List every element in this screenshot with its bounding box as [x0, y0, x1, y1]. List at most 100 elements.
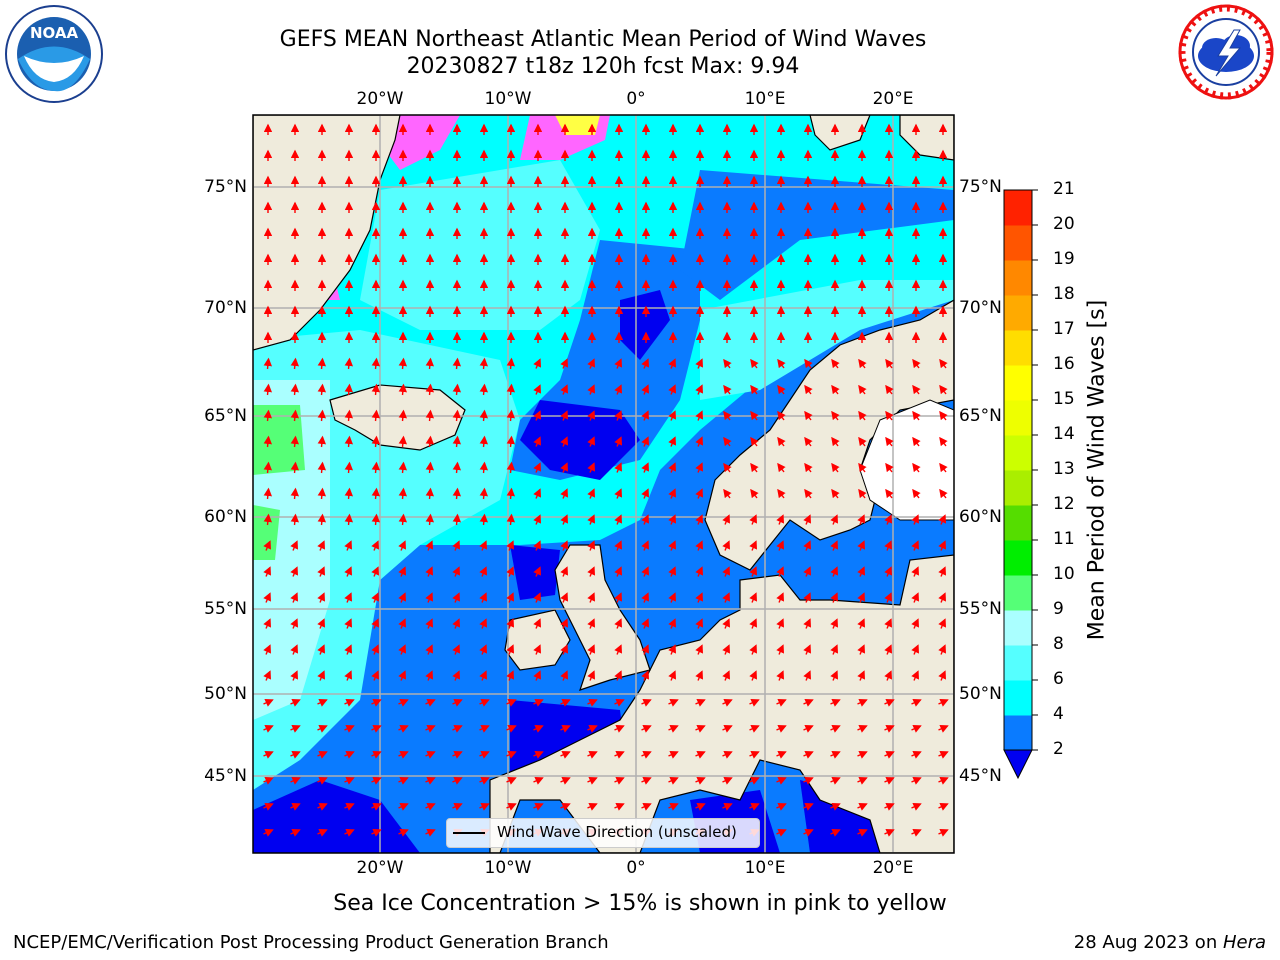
wave-arrow	[425, 540, 433, 551]
colorbar-segment	[1004, 680, 1032, 716]
wave-arrow	[317, 566, 325, 577]
colorbar-segment	[1004, 505, 1032, 541]
wave-arrow	[749, 725, 760, 733]
wave-arrow	[290, 777, 301, 785]
wave-arrow	[479, 699, 490, 707]
lon-label-top: 10°E	[744, 89, 786, 109]
wave-arrow	[858, 436, 867, 447]
colorbar-segment	[1004, 715, 1032, 751]
wave-arrow	[587, 358, 595, 369]
wave-arrow	[290, 540, 298, 551]
wave-arrow	[641, 644, 649, 655]
wave-arrow	[777, 410, 786, 421]
wave-arrow	[938, 566, 946, 577]
wave-arrow	[371, 829, 382, 837]
wave-arrow	[695, 436, 703, 447]
lon-label-bottom: 10°W	[484, 858, 532, 878]
wave-arrow	[668, 777, 679, 785]
wave-arrow	[398, 566, 406, 577]
wave-arrow	[695, 462, 703, 473]
wave-arrow	[452, 751, 463, 759]
wave-arrow	[533, 777, 544, 785]
wave-arrow	[344, 618, 352, 629]
wave-arrow	[317, 383, 326, 396]
wave-arrow	[290, 487, 299, 500]
wave-arrow	[506, 487, 515, 500]
wave-arrow	[506, 644, 514, 655]
wave-arrow	[371, 461, 380, 474]
wave-arrow	[911, 644, 919, 655]
wave-arrow	[317, 513, 326, 526]
wave-arrow	[695, 699, 706, 707]
wave-arrow	[560, 725, 571, 733]
wave-arrow	[911, 514, 919, 525]
lat-label-right: 65°N	[959, 406, 1002, 426]
lat-label-left: 60°N	[204, 507, 247, 527]
wave-arrow	[803, 540, 811, 551]
wave-arrow	[911, 751, 922, 759]
wave-arrow	[425, 513, 434, 526]
wave-arrow	[344, 513, 353, 526]
wave-arrow	[884, 566, 892, 577]
wave-arrow	[506, 540, 514, 551]
wave-arrow	[425, 357, 434, 370]
wave-arrow	[668, 699, 679, 707]
wave-arrow	[722, 592, 730, 603]
wave-arrow	[425, 751, 436, 759]
wave-arrow	[533, 803, 544, 811]
wave-arrow	[776, 540, 784, 551]
wave-arrow	[803, 618, 811, 629]
wave-arrow	[317, 777, 328, 785]
wave-arrow	[614, 751, 625, 759]
wave-arrow	[317, 461, 326, 474]
colorbar-segment	[1004, 540, 1032, 576]
colorbar-tick-label: 20	[1053, 214, 1075, 234]
wave-arrow	[803, 751, 814, 759]
wave-arrow	[857, 514, 865, 525]
wave-arrow	[750, 436, 759, 447]
wave-arrow	[912, 462, 921, 473]
wave-arrow	[371, 357, 380, 370]
wave-arrow	[479, 461, 488, 474]
wave-arrow	[533, 462, 541, 473]
wave-arrow	[398, 803, 409, 811]
wave-arrow	[831, 488, 840, 499]
wave-arrow	[479, 644, 487, 655]
wave-arrow	[939, 358, 948, 369]
wave-arrow	[398, 435, 407, 448]
wave-arrow	[371, 699, 382, 707]
wave-arrow	[452, 777, 463, 785]
wave-arrow	[911, 699, 922, 707]
lat-label-left: 55°N	[204, 599, 247, 619]
colorbar-tick-label: 16	[1053, 354, 1075, 374]
wave-arrow	[831, 462, 840, 473]
colorbar-tick-label: 12	[1053, 494, 1075, 514]
wave-arrow	[804, 462, 813, 473]
wave-arrow	[911, 618, 919, 629]
wave-arrow	[614, 436, 622, 447]
wave-arrow	[804, 358, 813, 369]
wave-arrow	[560, 462, 568, 473]
colorbar-segment	[1004, 330, 1032, 366]
wave-arrow	[371, 435, 380, 448]
colorbar-tick-label: 10	[1053, 564, 1075, 584]
wave-arrow	[830, 751, 841, 759]
wave-arrow	[398, 357, 407, 370]
wave-arrow	[938, 540, 946, 551]
wave-arrow	[722, 514, 730, 525]
colorbar-segment	[1004, 575, 1032, 611]
lon-label-top: 0°	[626, 89, 646, 109]
wave-arrow	[506, 566, 514, 577]
wave-arrow	[749, 618, 757, 629]
wave-arrow	[533, 488, 541, 499]
wave-arrow	[695, 803, 706, 811]
wave-arrow	[749, 670, 757, 681]
wave-arrow	[398, 777, 409, 785]
wave-arrow	[668, 540, 676, 551]
wave-arrow	[398, 513, 407, 526]
wave-arrow	[722, 699, 733, 707]
wave-arrow	[398, 618, 406, 629]
wave-arrow	[884, 829, 895, 837]
wave-arrow	[452, 644, 460, 655]
wave-arrow	[803, 725, 814, 733]
